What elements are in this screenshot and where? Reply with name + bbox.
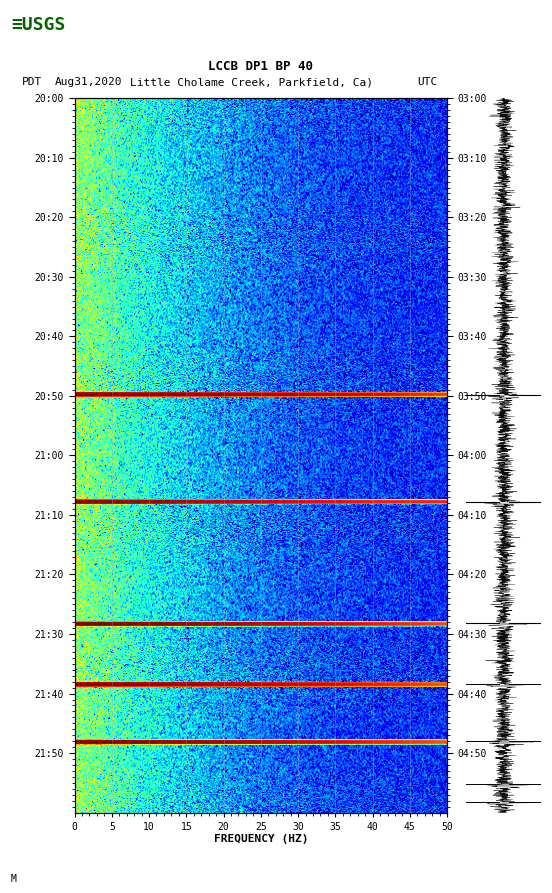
Text: Aug31,2020: Aug31,2020 (55, 77, 123, 88)
Text: PDT: PDT (22, 77, 43, 88)
X-axis label: FREQUENCY (HZ): FREQUENCY (HZ) (214, 834, 308, 845)
Text: LCCB DP1 BP 40: LCCB DP1 BP 40 (208, 61, 314, 73)
Text: UTC: UTC (417, 77, 437, 88)
Text: Little Cholame Creek, Parkfield, Ca): Little Cholame Creek, Parkfield, Ca) (130, 77, 373, 88)
Text: ≡USGS: ≡USGS (11, 16, 66, 34)
Text: M: M (11, 874, 17, 884)
